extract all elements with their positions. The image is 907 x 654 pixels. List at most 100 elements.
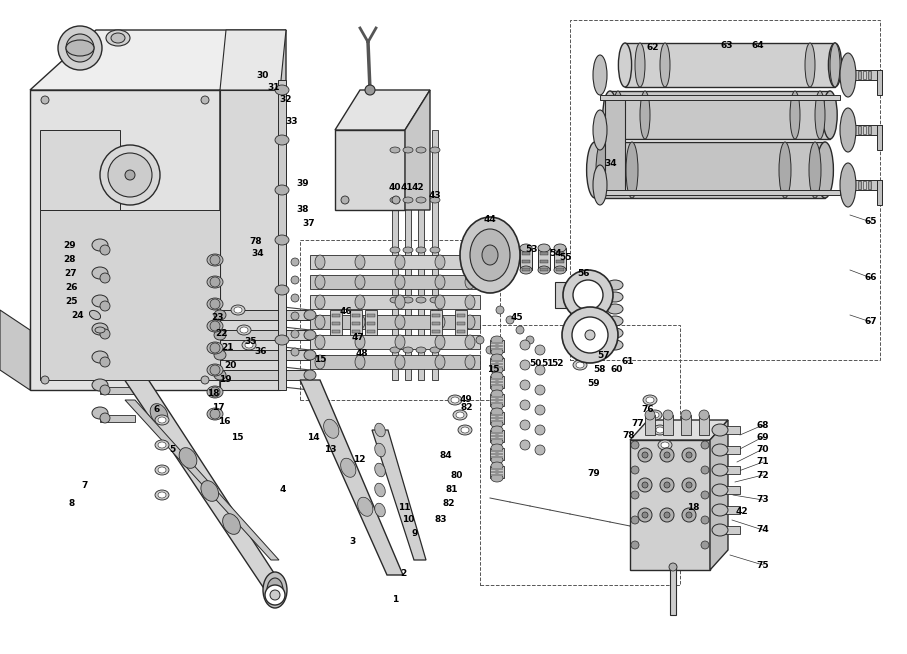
Text: 66: 66 [864, 273, 877, 283]
Bar [852, 180, 882, 190]
Ellipse shape [95, 327, 105, 333]
Ellipse shape [491, 474, 503, 482]
Circle shape [58, 26, 102, 70]
Bar [100, 275, 135, 282]
Polygon shape [335, 90, 430, 130]
Ellipse shape [315, 355, 325, 369]
Bar [491, 438, 503, 440]
Bar [457, 322, 465, 325]
Ellipse shape [66, 40, 94, 56]
Text: 46: 46 [340, 307, 352, 317]
Ellipse shape [435, 315, 445, 329]
Ellipse shape [375, 423, 385, 437]
Ellipse shape [448, 395, 462, 405]
Circle shape [535, 425, 545, 435]
Text: 78: 78 [249, 237, 262, 245]
Ellipse shape [712, 464, 728, 476]
Ellipse shape [403, 147, 413, 153]
Circle shape [520, 440, 530, 450]
Ellipse shape [465, 335, 475, 349]
Bar [868, 181, 871, 189]
Ellipse shape [840, 108, 856, 152]
Text: 38: 38 [297, 205, 309, 215]
Ellipse shape [390, 197, 400, 203]
Ellipse shape [92, 267, 108, 279]
Bar [432, 330, 440, 333]
Text: 12: 12 [353, 455, 366, 464]
Ellipse shape [304, 370, 316, 380]
Ellipse shape [242, 340, 256, 350]
Text: 42: 42 [412, 182, 424, 192]
Bar [220, 330, 310, 340]
Ellipse shape [712, 524, 728, 536]
Circle shape [631, 441, 639, 449]
Ellipse shape [491, 456, 503, 464]
Circle shape [100, 413, 110, 423]
Bar [367, 314, 375, 317]
Ellipse shape [465, 295, 475, 309]
Ellipse shape [403, 197, 413, 203]
Circle shape [365, 85, 375, 95]
Bar [457, 314, 465, 317]
Bar [332, 314, 340, 317]
Circle shape [100, 329, 110, 339]
Bar [877, 125, 882, 150]
Ellipse shape [805, 43, 815, 87]
Bar [720, 426, 740, 434]
Ellipse shape [245, 342, 253, 348]
Circle shape [520, 420, 530, 430]
Ellipse shape [816, 142, 834, 198]
Ellipse shape [92, 295, 108, 307]
Polygon shape [600, 95, 840, 100]
Ellipse shape [554, 266, 566, 274]
Polygon shape [372, 430, 426, 560]
Ellipse shape [92, 239, 108, 251]
Ellipse shape [699, 410, 709, 420]
Ellipse shape [607, 304, 623, 314]
Ellipse shape [151, 404, 168, 424]
Ellipse shape [840, 53, 856, 97]
Ellipse shape [573, 360, 587, 370]
Text: 14: 14 [307, 432, 319, 441]
Ellipse shape [653, 425, 667, 435]
Circle shape [270, 590, 280, 600]
Bar [491, 399, 503, 401]
Circle shape [201, 96, 209, 104]
Ellipse shape [275, 285, 289, 295]
Circle shape [638, 478, 652, 492]
Bar [556, 260, 564, 263]
Text: 45: 45 [511, 313, 523, 322]
Circle shape [100, 145, 160, 205]
Ellipse shape [779, 142, 791, 198]
Circle shape [516, 326, 524, 334]
Polygon shape [125, 400, 279, 560]
Ellipse shape [626, 142, 638, 198]
Ellipse shape [207, 320, 223, 332]
Ellipse shape [201, 481, 219, 502]
Ellipse shape [324, 419, 339, 438]
Ellipse shape [275, 235, 289, 245]
Circle shape [573, 280, 603, 310]
Ellipse shape [237, 325, 251, 335]
Text: 17: 17 [211, 404, 224, 413]
Ellipse shape [106, 30, 130, 46]
Text: 77: 77 [631, 419, 644, 428]
Circle shape [526, 336, 534, 344]
Bar [863, 126, 866, 134]
Ellipse shape [712, 504, 728, 516]
Ellipse shape [663, 410, 673, 420]
Text: 78: 78 [623, 430, 635, 439]
Text: 72: 72 [756, 470, 769, 479]
Ellipse shape [491, 420, 503, 428]
Bar [490, 412, 504, 424]
Ellipse shape [155, 440, 169, 450]
Ellipse shape [593, 165, 607, 205]
Bar [418, 130, 424, 380]
Polygon shape [595, 142, 825, 198]
Ellipse shape [491, 462, 503, 470]
Polygon shape [710, 420, 728, 570]
Ellipse shape [158, 467, 166, 473]
Bar [310, 355, 480, 369]
Ellipse shape [92, 379, 108, 391]
Circle shape [100, 301, 110, 311]
